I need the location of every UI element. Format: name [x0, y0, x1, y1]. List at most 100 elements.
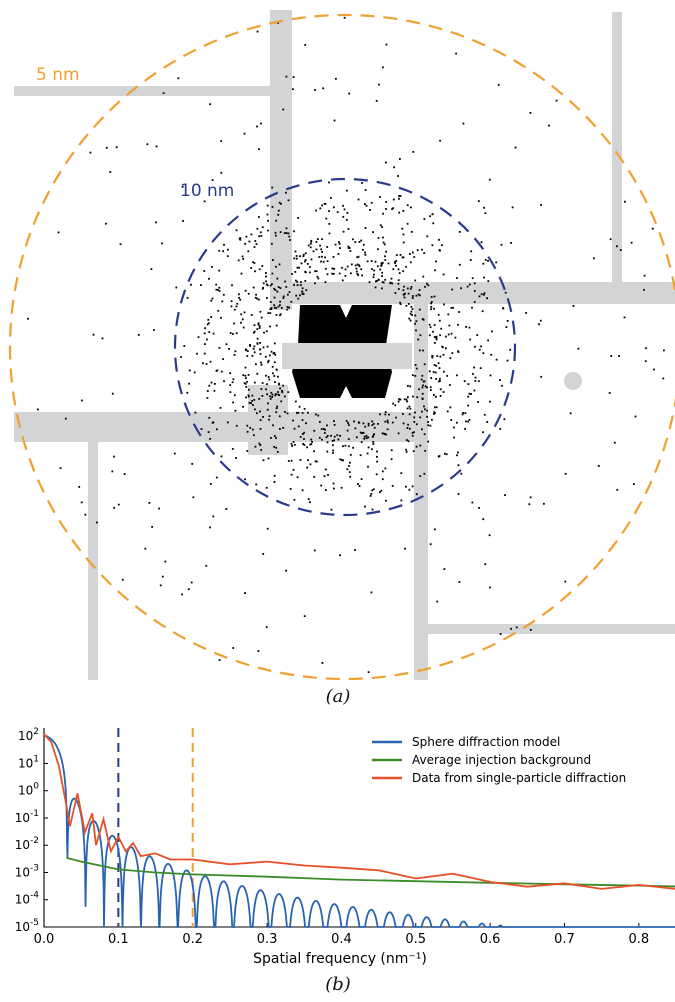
speckle-dot [381, 432, 384, 435]
speckle-dot [276, 405, 279, 408]
speckle-dot [388, 413, 390, 416]
speckle-dot [476, 334, 479, 336]
speckle-dot [393, 166, 395, 169]
speckle-dot [275, 446, 278, 449]
speckle-dot [257, 323, 260, 326]
speckle-dot [430, 306, 433, 308]
speckle-dot [271, 396, 274, 398]
speckle-dot [357, 483, 359, 485]
speckle-dot [271, 283, 273, 285]
speckle-dot [473, 389, 476, 392]
speckle-dot [501, 384, 503, 387]
speckle-dot [342, 445, 344, 448]
speckle-dot [304, 252, 307, 255]
speckle-dot [473, 282, 476, 285]
speckle-dot [318, 256, 321, 258]
speckle-dot [273, 304, 276, 307]
speckle-dot [473, 290, 476, 292]
speckle-dot [406, 222, 409, 225]
speckle-dot [96, 521, 98, 524]
speckle-dot [456, 421, 458, 424]
speckle-dot [359, 431, 362, 434]
speckle-dot [377, 248, 379, 251]
speckle-dot [307, 498, 310, 500]
speckle-dot [467, 383, 470, 385]
speckle-dot [503, 418, 506, 421]
speckle-dot [382, 236, 384, 239]
speckle-dot [323, 432, 326, 434]
speckle-dot [348, 471, 351, 473]
speckle-dot [326, 424, 328, 427]
speckle-dot [407, 440, 410, 443]
speckle-dot [377, 279, 380, 281]
speckle-dot [292, 76, 295, 78]
speckle-dot [540, 204, 542, 206]
speckle-dot [413, 431, 415, 434]
speckle-dot [426, 386, 428, 389]
speckle-dot [397, 279, 400, 282]
speckle-dot [384, 411, 387, 413]
speckle-dot [437, 313, 440, 316]
gap-lower-left-vertical [88, 440, 98, 680]
speckle-dot [294, 400, 297, 403]
speckle-dot [322, 87, 325, 90]
speckle-dot [416, 396, 419, 399]
speckle-dot [279, 287, 282, 289]
speckle-dot [121, 578, 124, 581]
speckle-dot [360, 268, 363, 271]
speckle-dot [290, 300, 293, 303]
speckle-dot [326, 246, 329, 248]
speckle-dot [212, 332, 215, 335]
speckle-dot [300, 262, 303, 265]
speckle-dot [555, 99, 558, 102]
speckle-dot [287, 232, 290, 235]
speckle-dot [467, 420, 470, 423]
speckle-dot [421, 397, 424, 400]
speckle-dot [411, 308, 414, 310]
speckle-dot [364, 425, 367, 428]
speckle-dot [306, 446, 308, 449]
speckle-dot [228, 348, 230, 350]
caption-a: (a) [325, 686, 351, 707]
speckle-dot [489, 586, 491, 589]
speckle-dot [416, 249, 419, 252]
speckle-dot [258, 235, 261, 238]
speckle-dot [326, 435, 329, 437]
speckle-dot [350, 272, 352, 275]
speckle-dot [216, 428, 218, 431]
speckle-dot [480, 345, 482, 348]
speckle-dot [57, 231, 60, 234]
speckle-dot [484, 258, 487, 261]
speckle-dot [226, 421, 229, 424]
speckle-dot [266, 204, 269, 207]
speckle-dot [239, 237, 242, 239]
speckle-dot [278, 415, 281, 418]
speckle-dot [406, 427, 409, 429]
speckle-dot [297, 297, 300, 300]
speckle-dot [279, 231, 282, 233]
speckle-dot [354, 549, 356, 551]
speckle-dot [504, 494, 506, 496]
speckle-dot [279, 304, 281, 307]
speckle-dot [428, 334, 431, 337]
speckle-dot [374, 286, 377, 289]
speckle-dot [369, 495, 372, 497]
x-tick-label: 0.5 [405, 932, 426, 947]
speckle-dot [296, 280, 299, 283]
speckle-dot [435, 378, 438, 380]
speckle-dot [268, 418, 270, 421]
speckle-dot [267, 376, 270, 378]
speckle-dot [259, 410, 261, 413]
speckle-dot [430, 389, 432, 391]
speckle-dot [443, 303, 445, 306]
speckle-dot [328, 223, 331, 225]
speckle-dot [302, 255, 305, 258]
speckle-dot [265, 486, 268, 489]
speckle-dot [246, 350, 249, 352]
speckle-dot [279, 313, 282, 316]
speckle-dot [438, 367, 441, 369]
speckle-dot [391, 208, 393, 210]
speckle-dot [64, 417, 67, 420]
speckle-dot [395, 254, 398, 256]
speckle-dot [298, 405, 301, 408]
